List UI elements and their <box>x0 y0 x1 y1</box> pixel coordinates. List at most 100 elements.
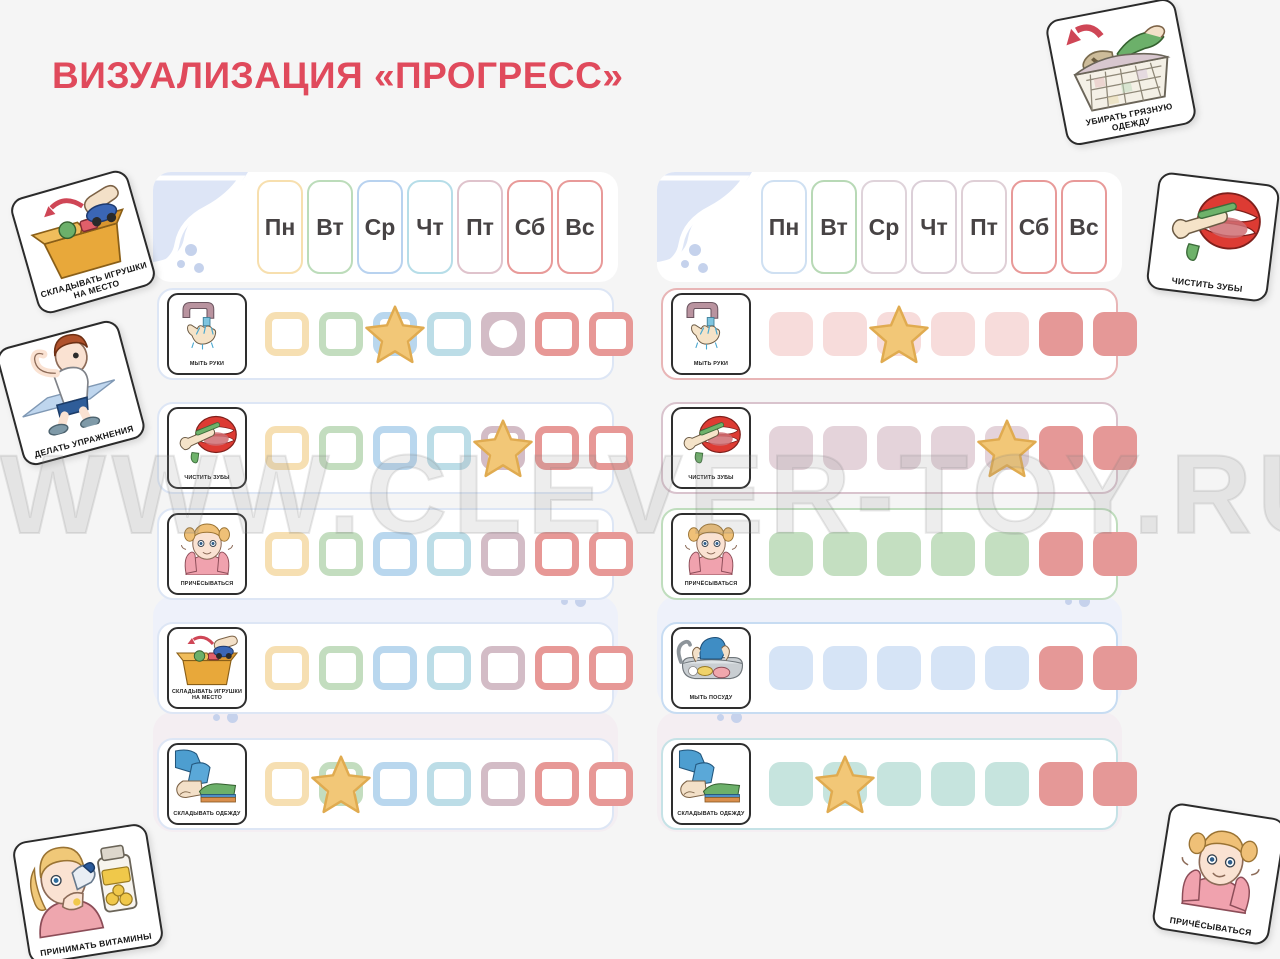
day-slot-6[interactable] <box>535 646 579 690</box>
day-slot-3[interactable] <box>373 532 417 576</box>
day-slot-5[interactable] <box>481 312 525 356</box>
day-slot-6[interactable] <box>1039 532 1083 576</box>
day-slot-2[interactable] <box>319 312 363 356</box>
task-pictogram-card[interactable]: ПРИЧЁСЫВАТЬСЯ <box>671 513 751 595</box>
task-pictogram-card[interactable]: СКЛАДЫВАТЬ ОДЕЖДУ <box>671 743 751 825</box>
day-slot-4[interactable] <box>931 426 975 470</box>
day-header-1[interactable]: Пн <box>761 180 807 274</box>
day-slot-6[interactable] <box>1039 312 1083 356</box>
floating-card-toys-in-box[interactable]: СКЛАДЫВАТЬ ИГРУШКИ НА МЕСТО <box>7 167 159 317</box>
day-slot-2[interactable] <box>319 532 363 576</box>
day-header-6[interactable]: Сб <box>507 180 553 274</box>
day-slot-6[interactable] <box>535 426 579 470</box>
day-slot-5[interactable] <box>977 419 1037 478</box>
day-slot-1[interactable] <box>769 532 813 576</box>
floating-card-combing-hair[interactable]: ПРИЧЁСЫВАТЬСЯ <box>1150 801 1280 947</box>
task-pictogram-card[interactable]: МЫТЬ ПОСУДУ <box>671 627 751 709</box>
day-slot-2[interactable] <box>823 532 867 576</box>
day-slot-6[interactable] <box>1039 646 1083 690</box>
day-slot-4[interactable] <box>427 312 471 356</box>
day-slot-7[interactable] <box>589 426 633 470</box>
floating-card-exercise[interactable]: ДЕЛАТЬ УПРАЖНЕНИЯ <box>0 317 148 469</box>
day-slot-5[interactable] <box>985 762 1029 806</box>
day-slot-2[interactable] <box>815 755 875 814</box>
day-slot-5[interactable] <box>481 762 525 806</box>
day-slot-6[interactable] <box>535 312 579 356</box>
day-slot-6[interactable] <box>535 532 579 576</box>
day-slot-3[interactable] <box>373 762 417 806</box>
day-header-3[interactable]: Ср <box>357 180 403 274</box>
day-slot-2[interactable] <box>823 312 867 356</box>
day-header-7[interactable]: Вс <box>1061 180 1107 274</box>
floating-card-brushing-teeth[interactable]: ЧИСТИТЬ ЗУБЫ <box>1145 171 1280 303</box>
task-pictogram-card[interactable]: ЧИСТИТЬ ЗУБЫ <box>671 407 751 489</box>
day-slot-3[interactable] <box>365 305 425 364</box>
day-slot-1[interactable] <box>265 312 309 356</box>
day-header-2[interactable]: Вт <box>811 180 857 274</box>
day-slot-1[interactable] <box>265 646 309 690</box>
day-slot-5[interactable] <box>985 532 1029 576</box>
day-slot-3[interactable] <box>373 426 417 470</box>
task-pictogram-card[interactable]: МЫТЬ РУКИ <box>671 293 751 375</box>
day-slot-3[interactable] <box>877 646 921 690</box>
day-slot-7[interactable] <box>589 646 633 690</box>
day-slot-4[interactable] <box>931 532 975 576</box>
day-slot-5[interactable] <box>985 646 1029 690</box>
day-slot-3[interactable] <box>373 646 417 690</box>
day-slot-2[interactable] <box>311 755 371 814</box>
day-slot-3[interactable] <box>877 762 921 806</box>
day-header-6[interactable]: Сб <box>1011 180 1057 274</box>
task-pictogram-card[interactable]: СКЛАДЫВАТЬ ОДЕЖДУ <box>167 743 247 825</box>
day-slot-4[interactable] <box>931 646 975 690</box>
floating-card-laundry-basket[interactable]: УБИРАТЬ ГРЯЗНУЮ ОДЕЖДУ <box>1044 0 1198 148</box>
day-header-5[interactable]: Пт <box>961 180 1007 274</box>
day-header-4[interactable]: Чт <box>407 180 453 274</box>
day-header-3[interactable]: Ср <box>861 180 907 274</box>
day-slot-7[interactable] <box>1093 426 1137 470</box>
day-slot-5[interactable] <box>985 312 1029 356</box>
day-slot-6[interactable] <box>535 762 579 806</box>
day-slot-1[interactable] <box>265 762 309 806</box>
task-pictogram-card[interactable]: ЧИСТИТЬ ЗУБЫ <box>167 407 247 489</box>
day-slot-1[interactable] <box>769 762 813 806</box>
day-slot-3[interactable] <box>877 426 921 470</box>
day-slot-1[interactable] <box>769 646 813 690</box>
day-slot-4[interactable] <box>931 312 975 356</box>
day-slot-1[interactable] <box>265 532 309 576</box>
task-pictogram-card[interactable]: МЫТЬ РУКИ <box>167 293 247 375</box>
day-header-1[interactable]: Пн <box>257 180 303 274</box>
day-header-2[interactable]: Вт <box>307 180 353 274</box>
day-slot-5[interactable] <box>481 646 525 690</box>
task-pictogram-card[interactable]: ПРИЧЁСЫВАТЬСЯ <box>167 513 247 595</box>
day-slot-2[interactable] <box>823 426 867 470</box>
day-slot-6[interactable] <box>1039 426 1083 470</box>
day-slot-2[interactable] <box>319 426 363 470</box>
day-slot-4[interactable] <box>931 762 975 806</box>
day-slot-5[interactable] <box>481 532 525 576</box>
day-slot-7[interactable] <box>1093 762 1137 806</box>
day-slot-7[interactable] <box>1093 532 1137 576</box>
day-slot-1[interactable] <box>769 312 813 356</box>
day-header-7[interactable]: Вс <box>557 180 603 274</box>
day-header-5[interactable]: Пт <box>457 180 503 274</box>
day-slot-4[interactable] <box>427 532 471 576</box>
day-slot-5[interactable] <box>473 419 533 478</box>
day-slot-4[interactable] <box>427 426 471 470</box>
day-header-4[interactable]: Чт <box>911 180 957 274</box>
day-slot-3[interactable] <box>869 305 929 364</box>
floating-card-vitamins[interactable]: ПРИНИМАТЬ ВИТАМИНЫ <box>11 822 165 959</box>
day-slot-2[interactable] <box>319 646 363 690</box>
day-slot-1[interactable] <box>265 426 309 470</box>
day-slot-7[interactable] <box>1093 646 1137 690</box>
day-slot-7[interactable] <box>1093 312 1137 356</box>
day-slot-3[interactable] <box>877 532 921 576</box>
day-slot-7[interactable] <box>589 532 633 576</box>
day-slot-7[interactable] <box>589 312 633 356</box>
day-slot-4[interactable] <box>427 646 471 690</box>
task-pictogram-card[interactable]: СКЛАДЫВАТЬ ИГРУШКИ НА МЕСТО <box>167 627 247 709</box>
day-slot-7[interactable] <box>589 762 633 806</box>
day-slot-6[interactable] <box>1039 762 1083 806</box>
day-slot-4[interactable] <box>427 762 471 806</box>
day-slot-1[interactable] <box>769 426 813 470</box>
day-slot-2[interactable] <box>823 646 867 690</box>
